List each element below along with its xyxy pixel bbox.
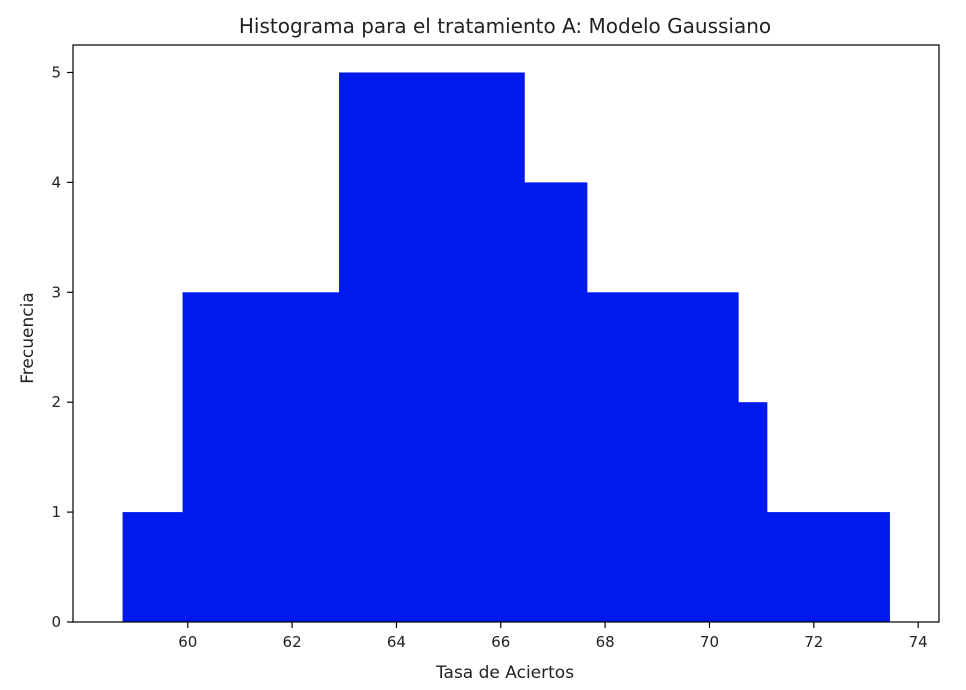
y-tick-label-3: 3 <box>51 283 61 301</box>
y-tick-label-2: 2 <box>51 393 61 411</box>
x-axis-label: Tasa de Aciertos <box>435 663 574 683</box>
y-axis-ticks: 0 1 2 3 4 5 <box>51 63 73 631</box>
histogram-bars <box>122 72 890 622</box>
y-tick-label-5: 5 <box>51 63 61 81</box>
x-tick-label-5: 70 <box>700 633 719 651</box>
chart-title: Histograma para el tratamiento A: Modelo… <box>239 14 771 38</box>
x-tick-label-3: 66 <box>491 633 510 651</box>
x-tick-label-0: 60 <box>178 633 197 651</box>
x-tick-label-2: 64 <box>387 633 406 651</box>
y-tick-label-4: 4 <box>51 173 61 191</box>
x-tick-label-1: 62 <box>283 633 302 651</box>
x-tick-label-7: 74 <box>909 633 928 651</box>
y-tick-label-0: 0 <box>51 613 61 631</box>
x-axis-ticks: 60 62 64 66 68 70 72 74 <box>178 622 928 651</box>
plot-frame <box>72 44 940 623</box>
y-axis-label: Frecuencia <box>18 292 38 383</box>
y-tick-label-1: 1 <box>51 503 61 521</box>
histogram-bar-6 <box>766 512 890 622</box>
histogram-bar-2 <box>339 72 525 622</box>
histogram-bar-5 <box>738 402 768 622</box>
x-tick-label-6: 72 <box>804 633 823 651</box>
histogram-bar-0 <box>122 512 184 622</box>
histogram-bar-4 <box>586 292 739 622</box>
x-tick-label-4: 68 <box>596 633 615 651</box>
histogram-bar-1 <box>182 292 340 622</box>
histogram-bar-3 <box>524 182 588 622</box>
